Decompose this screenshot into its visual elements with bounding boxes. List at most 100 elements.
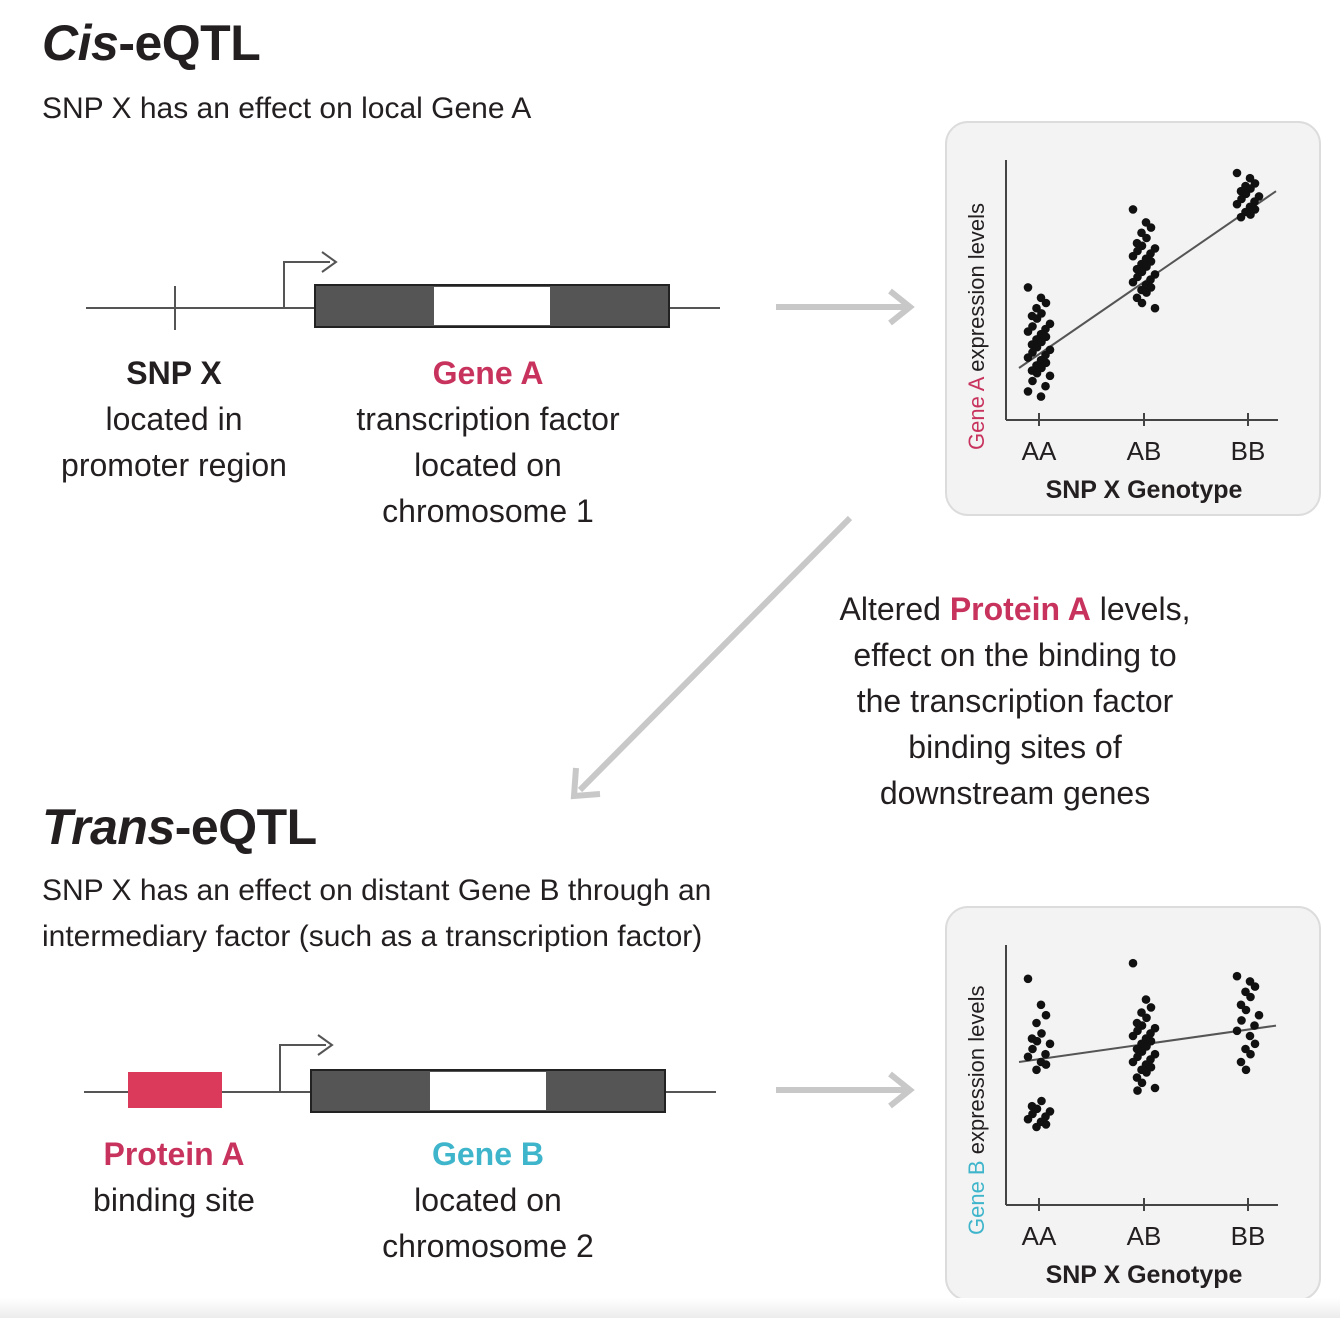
- data-point: [1041, 1049, 1050, 1059]
- data-point: [1032, 314, 1042, 323]
- data-point: [1236, 212, 1246, 222]
- data-point: [1232, 199, 1242, 209]
- data-point: [1128, 205, 1138, 214]
- gene-a-label: Gene A: [432, 355, 544, 391]
- data-point: [1241, 1005, 1251, 1015]
- x-axis-label: SNP X Genotype: [1046, 1261, 1243, 1289]
- snp-x-desc-2: promoter region: [61, 447, 287, 483]
- y-axis-label: Gene B expression levels: [964, 986, 989, 1235]
- trans-gene-diagram: [84, 1034, 716, 1113]
- middle-text-line-3: the transcription factor: [856, 683, 1174, 719]
- tick-label-bb: BB: [1231, 1221, 1266, 1251]
- trans-title: Trans-eQTL: [42, 799, 317, 855]
- middle-text-line-5: downstream genes: [879, 775, 1151, 811]
- data-point: [1232, 1026, 1242, 1036]
- gene-a-desc-3: chromosome 1: [382, 493, 594, 529]
- data-point: [1036, 392, 1046, 401]
- data-point: [1128, 251, 1138, 261]
- data-point: [1250, 1021, 1259, 1030]
- data-point: [1032, 1036, 1042, 1046]
- data-point: [1045, 1039, 1055, 1049]
- cis-title: Cis-eQTL: [42, 15, 261, 71]
- gene-b-desc-1: located on: [414, 1182, 562, 1218]
- data-point: [1133, 1086, 1142, 1095]
- data-point: [1041, 1010, 1051, 1020]
- data-point: [1232, 971, 1242, 981]
- protein-a-binding-site: [128, 1072, 222, 1108]
- data-point: [1023, 974, 1033, 984]
- data-point: [1241, 1065, 1251, 1075]
- data-point: [1245, 1031, 1255, 1041]
- data-point: [1041, 1120, 1051, 1129]
- data-point: [1023, 327, 1033, 336]
- data-point: [1150, 1083, 1160, 1093]
- data-point: [1232, 168, 1242, 178]
- data-point: [1045, 371, 1055, 381]
- cis-tss-arrow-icon: [283, 261, 330, 308]
- data-point: [1128, 1057, 1138, 1067]
- data-point: [1023, 353, 1033, 362]
- cis-arrow-icon: [776, 288, 915, 326]
- data-point: [1142, 1068, 1151, 1077]
- data-point: [1246, 1049, 1255, 1059]
- data-point: [1246, 210, 1255, 219]
- data-point: [1150, 303, 1160, 313]
- data-point: [1142, 1013, 1151, 1023]
- data-point: [1128, 1031, 1138, 1041]
- data-point: [1141, 995, 1151, 1004]
- data-point: [1146, 1003, 1156, 1012]
- middle-text-line-1: Altered Protein A levels,: [839, 591, 1191, 627]
- data-point: [1128, 958, 1138, 968]
- trans-subtitle-2: intermediary factor (such as a transcrip…: [42, 920, 703, 953]
- data-point: [1032, 1065, 1041, 1075]
- tick-label-ab: AB: [1127, 1221, 1162, 1251]
- tick-label-ab: AB: [1127, 436, 1162, 466]
- gene-a-desc-1: transcription factor: [356, 401, 620, 437]
- trans-subtitle-1: SNP X has an effect on distant Gene B th…: [42, 874, 712, 907]
- cis-plot: AA AB BB SNP X Genotype Gene A expression le…: [945, 121, 1321, 516]
- snp-x-label: SNP X: [126, 355, 222, 391]
- data-point: [1036, 1000, 1046, 1010]
- data-point: [1023, 283, 1033, 292]
- data-point: [1023, 387, 1033, 396]
- data-point: [1041, 298, 1051, 308]
- data-point: [1137, 1078, 1147, 1088]
- bottom-fade: [0, 1298, 1340, 1318]
- x-axis-label: SNP X Genotype: [1046, 476, 1243, 504]
- tick-label-aa: AA: [1022, 436, 1057, 466]
- data-point: [1128, 277, 1138, 287]
- data-point: [1037, 1096, 1046, 1106]
- data-point: [1250, 982, 1260, 991]
- trans-plot: AA AB BB SNP X Genotype Gene B expression le…: [945, 906, 1321, 1301]
- trans-tss-arrow-icon: [279, 1044, 326, 1092]
- data-point: [1146, 223, 1156, 232]
- data-point: [1254, 1010, 1264, 1020]
- data-point: [1032, 1122, 1041, 1132]
- gene-b-intron: [430, 1072, 546, 1110]
- cis-gene-diagram: [86, 251, 720, 330]
- data-point: [1032, 1018, 1041, 1028]
- gene-b-desc-2: chromosome 2: [382, 1228, 594, 1264]
- data-point: [1023, 1114, 1033, 1124]
- middle-text-line-2: effect on the binding to: [853, 637, 1177, 673]
- data-point: [1246, 992, 1255, 1002]
- data-point: [1041, 381, 1050, 391]
- data-point: [1028, 1044, 1037, 1054]
- tick-label-aa: AA: [1022, 1221, 1057, 1251]
- gene-a-intron: [434, 287, 550, 325]
- gene-a-desc-2: located on: [414, 447, 562, 483]
- protein-a-label: Protein A: [103, 1136, 245, 1172]
- data-point: [1028, 376, 1037, 386]
- data-point: [1250, 1039, 1260, 1049]
- protein-a-desc: binding site: [93, 1182, 255, 1218]
- data-point: [1037, 1029, 1046, 1038]
- data-point: [1137, 298, 1147, 308]
- data-point: [1023, 1052, 1033, 1062]
- data-point: [1142, 288, 1151, 297]
- trans-arrow-icon: [776, 1071, 915, 1109]
- data-point: [1041, 1060, 1051, 1069]
- data-point: [1032, 368, 1042, 378]
- data-point: [1236, 1057, 1246, 1067]
- cis-subtitle: SNP X has an effect on local Gene A: [42, 92, 532, 125]
- middle-text-line-4: binding sites of: [908, 729, 1122, 765]
